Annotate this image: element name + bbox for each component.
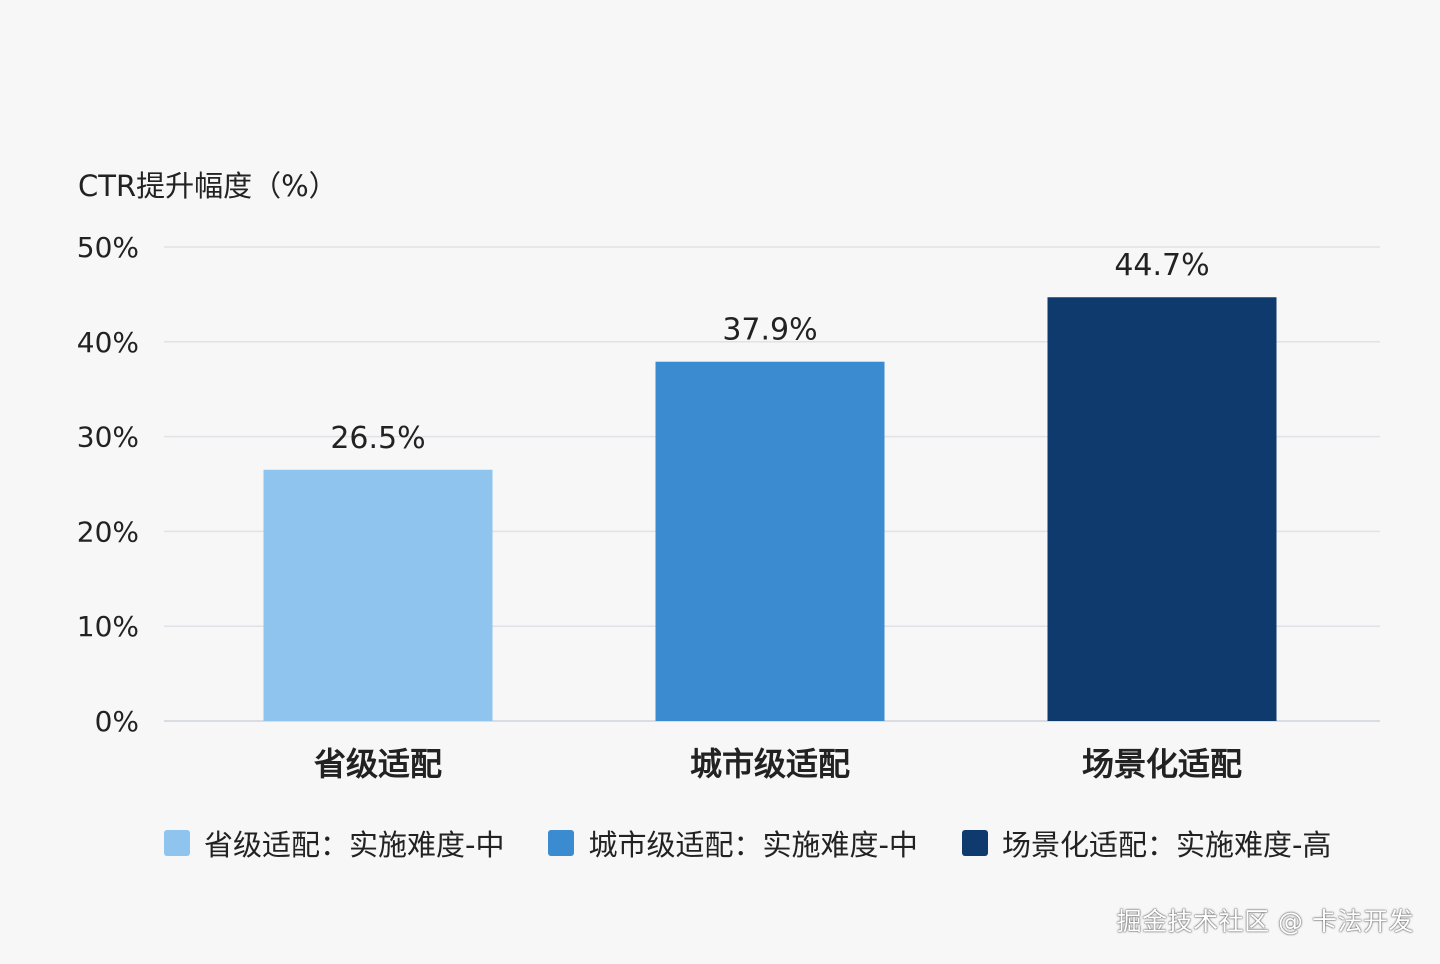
- legend-swatch: [961, 830, 988, 856]
- value-labels: 26.5% 37.9% 44.7%: [330, 248, 1209, 456]
- y-axis-title: CTR提升幅度（%）: [78, 169, 338, 203]
- bar-value-label: 44.7%: [1114, 248, 1209, 283]
- y-tick-label: 40%: [77, 326, 139, 359]
- legend-label: 省级适配：实施难度-中: [204, 828, 505, 862]
- bar-value-label: 37.9%: [722, 313, 817, 348]
- bar: [263, 469, 493, 721]
- legend-swatch: [164, 830, 190, 856]
- watermark: 掘金技术社区 @ 卡法开发: [1116, 907, 1414, 936]
- y-tick-label: 0%: [95, 705, 139, 738]
- legend-item: 省级适配：实施难度-中: [164, 822, 504, 864]
- legend-label: 城市级适配：实施难度-中: [588, 828, 918, 862]
- x-category-labels: 省级适配 城市级适配 场景化适配: [314, 745, 1242, 783]
- legend: 省级适配：实施难度-中 城市级适配：实施难度-中 场景化适配：实施难度-高: [164, 822, 1331, 864]
- x-category-label: 场景化适配: [1082, 745, 1242, 783]
- y-tick-labels: 0% 10% 20% 30% 40% 50%: [77, 231, 139, 738]
- legend-swatch: [548, 830, 575, 856]
- bar: [655, 361, 885, 721]
- bar: [1047, 297, 1277, 721]
- legend-item: 城市级适配：实施难度-中: [548, 822, 918, 864]
- x-category-label: 省级适配: [314, 745, 442, 783]
- legend-label: 场景化适配：实施难度-高: [1001, 828, 1332, 862]
- x-category-label: 城市级适配: [690, 745, 850, 783]
- legend-item: 场景化适配：实施难度-高: [961, 822, 1332, 864]
- bars: [263, 297, 1277, 721]
- y-tick-label: 50%: [77, 231, 139, 264]
- y-tick-label: 20%: [77, 515, 139, 548]
- y-tick-label: 10%: [77, 610, 139, 643]
- y-tick-label: 30%: [77, 421, 139, 454]
- bar-value-label: 26.5%: [330, 421, 425, 456]
